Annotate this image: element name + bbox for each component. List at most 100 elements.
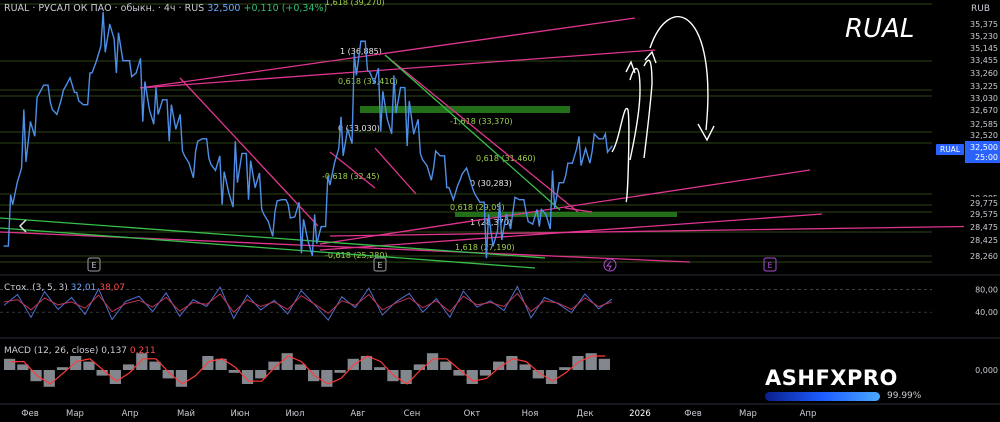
trendline-pink[interactable] [329,225,1000,237]
trendline-green[interactable] [384,54,561,211]
y-tick-bg [964,129,1000,140]
macd-value: 0,137 [101,346,128,356]
trendline-pink[interactable] [384,54,579,213]
fib-label: -1,618 (33,370) [450,117,513,126]
stoch-d-line [3,292,613,314]
macd-bar [122,364,135,370]
y-tick-label: 33,225 [970,82,998,91]
symbol-badge-label: RUAL [940,145,961,154]
bar-countdown-label: 25:00 [975,153,998,162]
event-marker-label: E [767,261,772,270]
x-tick-label: Июл [286,409,305,419]
progress-text: 99.99% [887,391,922,401]
trendline-pink[interactable] [319,169,811,245]
trendline-pink[interactable] [329,151,376,189]
x-tick-label: Апр [122,409,139,419]
y-tick-label: 35,230 [970,32,998,41]
progress-bar [765,392,880,401]
fib-label: -0,618 (25,280) [325,251,388,260]
stoch-k-line [3,285,613,322]
macd-bar [598,358,611,370]
price-point [373,82,375,84]
y-tick-bg [964,18,1000,29]
event-marker[interactable] [763,257,777,272]
trendline-pink[interactable] [374,147,417,195]
flash-event-icon[interactable] [603,258,617,272]
fib-zone [360,106,570,113]
price-point [148,108,150,111]
price-point [584,147,587,150]
price-point [267,221,269,223]
price-point [294,216,296,218]
x-tick-label: Окт [464,409,481,419]
macd-bar [109,370,121,384]
fib-label: 1 (36,885) [340,47,382,56]
fib-label: 0 (33,030) [338,124,380,133]
price-point [69,77,71,79]
macd-bar [4,358,16,370]
price-point [333,162,336,164]
y-tick-label: 33,455 [970,56,998,65]
macd-bar [294,364,307,370]
price-point [82,104,84,106]
event-marker[interactable] [373,257,387,272]
macd-bar [268,361,280,370]
macd-bar [585,353,597,370]
macd-bar [532,370,544,379]
x-tick-label: Ноя [522,409,539,419]
y-tick-bg [964,92,1000,103]
chevron-left-icon[interactable] [18,219,27,233]
lightning-icon [605,260,612,271]
price-point [598,138,600,140]
event-marker[interactable] [87,257,101,272]
trendline-pink[interactable] [179,77,319,227]
stoch-title: Стох. (3, 5, 3) [4,283,68,293]
macd-bar [413,364,425,370]
macd-bar [440,361,452,370]
macd-bar [347,358,359,370]
price-point [95,60,98,62]
y-tick-bg [964,118,1000,129]
forecast-arrowhead[interactable] [625,50,715,142]
macd-signal-value: 0,211 [129,346,156,356]
x-tick-label: Мар [739,409,757,419]
last-price-badge[interactable] [965,141,1000,163]
y-tick-bg [964,104,1000,115]
x-tick-label: Мар [66,409,84,419]
stoch-tick-label: 40,00 [975,308,998,317]
trendline-green[interactable] [0,217,546,259]
price-point [29,121,32,123]
stoch-d-value: 38,07 [99,283,126,293]
trendline-pink[interactable] [139,49,656,89]
macd-bar [281,353,293,370]
macd-bar [387,370,399,382]
trendline-pink[interactable] [564,207,593,213]
forecast-drawing[interactable] [611,16,709,203]
macd-bar [175,370,188,387]
last-price-label: 32,500 [970,143,998,152]
price-point [320,225,322,228]
price-point [241,152,243,155]
x-tick-label: Сен [404,409,421,419]
macd-bar [255,370,267,379]
price-point [545,213,547,215]
y-tick-label: 32,585 [970,120,998,129]
currency-label: RUB [971,4,991,14]
x-tick-label: Авг [350,409,366,419]
trendline-pink[interactable] [139,17,636,89]
price-change: +0,110 (+0,34%) [243,3,328,14]
symbol-badge[interactable] [936,144,964,155]
price-point [56,113,58,115]
macd-bar [228,370,240,373]
trendline-green[interactable] [0,227,536,269]
y-tick-label: 35,145 [970,44,998,53]
y-tick-label: 33,030 [970,94,998,103]
price-point [505,213,507,215]
y-tick-label: 33,260 [970,69,998,78]
y-tick-label: 29,775 [970,199,998,208]
y-tick-bg [964,250,1000,261]
macd-bar [559,367,571,370]
timeframe[interactable]: 4ч [163,3,176,14]
y-tick-bg [964,67,1000,78]
